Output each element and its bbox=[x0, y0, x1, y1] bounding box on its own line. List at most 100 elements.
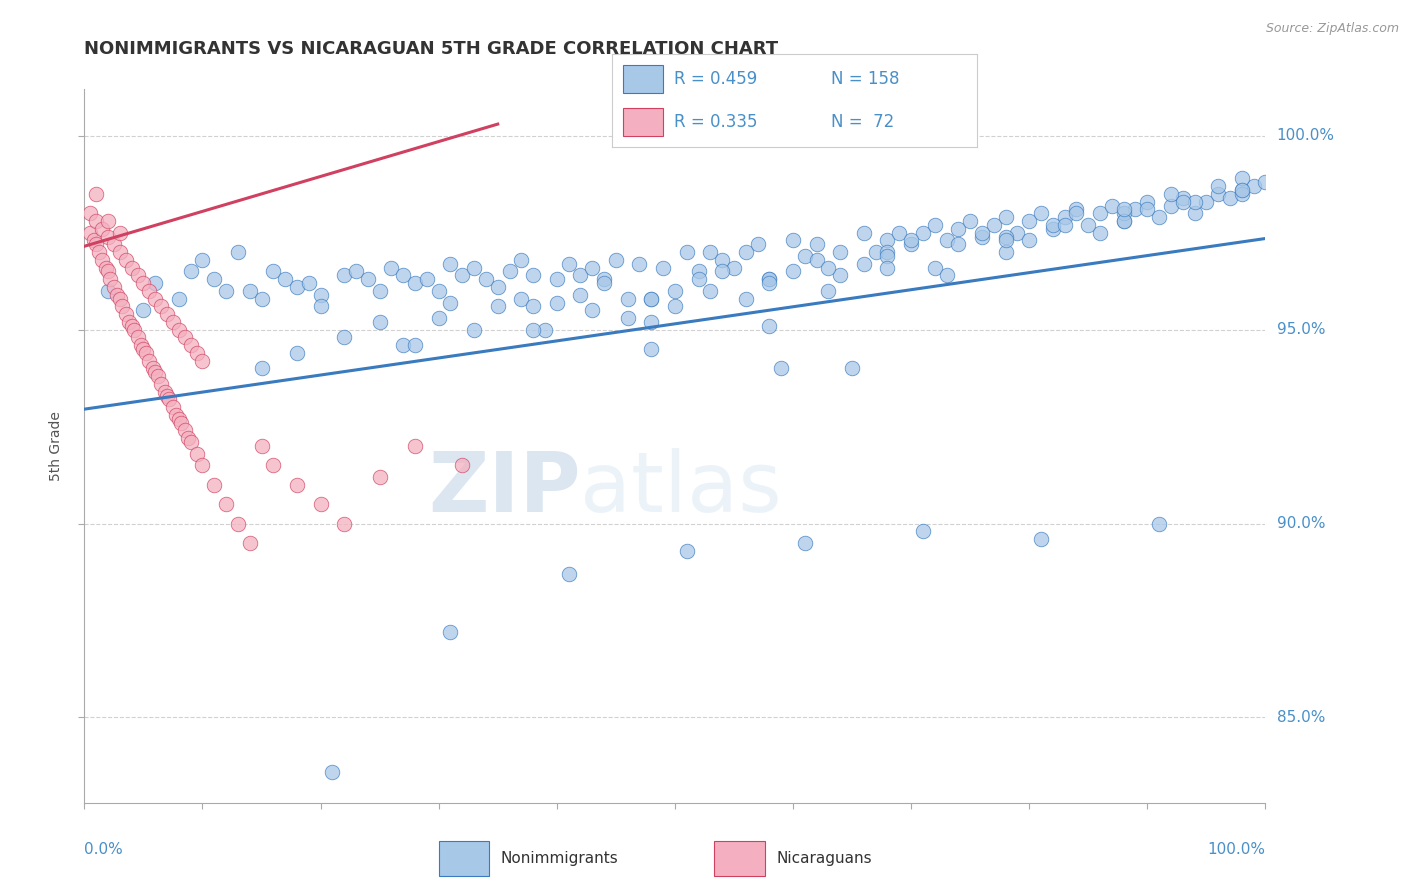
Point bbox=[994, 229, 1017, 244]
Point bbox=[605, 252, 627, 267]
Point bbox=[534, 323, 557, 337]
Point bbox=[817, 260, 839, 275]
Point bbox=[129, 338, 152, 352]
Point bbox=[1147, 210, 1170, 224]
Point bbox=[285, 477, 308, 491]
Point bbox=[250, 439, 273, 453]
Point bbox=[451, 268, 474, 283]
Point bbox=[138, 284, 160, 298]
Text: R = 0.335: R = 0.335 bbox=[673, 113, 758, 131]
Point bbox=[215, 497, 238, 511]
Point bbox=[298, 276, 321, 290]
Point bbox=[150, 299, 173, 313]
Point bbox=[1066, 202, 1088, 217]
Point bbox=[79, 206, 101, 220]
Point bbox=[1171, 191, 1194, 205]
Point bbox=[900, 237, 922, 252]
Point bbox=[132, 342, 155, 356]
Bar bbox=[623, 108, 662, 136]
Point bbox=[309, 497, 332, 511]
Point bbox=[156, 307, 179, 321]
Point bbox=[153, 384, 176, 399]
Point bbox=[1042, 222, 1064, 236]
Y-axis label: 5th Grade: 5th Grade bbox=[49, 411, 63, 481]
Point bbox=[924, 218, 946, 232]
Point bbox=[711, 252, 734, 267]
Point bbox=[1243, 179, 1265, 194]
Point bbox=[1066, 206, 1088, 220]
Point bbox=[392, 268, 415, 283]
Point bbox=[91, 222, 114, 236]
Point bbox=[1254, 175, 1277, 189]
Text: Source: ZipAtlas.com: Source: ZipAtlas.com bbox=[1265, 22, 1399, 36]
Point bbox=[121, 318, 143, 333]
Point bbox=[143, 276, 166, 290]
Point bbox=[723, 260, 745, 275]
Point bbox=[569, 268, 592, 283]
Point bbox=[1101, 198, 1123, 212]
Point bbox=[84, 237, 107, 252]
Point bbox=[959, 214, 981, 228]
Point bbox=[333, 516, 356, 531]
Point bbox=[924, 260, 946, 275]
Point bbox=[581, 260, 603, 275]
Point bbox=[427, 311, 450, 326]
Point bbox=[463, 323, 485, 337]
Point bbox=[841, 361, 863, 376]
Point bbox=[180, 264, 202, 278]
Point bbox=[830, 268, 852, 283]
Point bbox=[994, 210, 1017, 224]
Point bbox=[108, 245, 131, 260]
Point bbox=[135, 346, 157, 360]
Point bbox=[1136, 202, 1159, 217]
Point bbox=[97, 229, 120, 244]
Point bbox=[143, 292, 166, 306]
Point bbox=[1029, 206, 1052, 220]
Point bbox=[114, 307, 136, 321]
Point bbox=[97, 284, 120, 298]
Point bbox=[167, 412, 190, 426]
Point bbox=[239, 284, 262, 298]
Point bbox=[173, 330, 195, 344]
Point bbox=[911, 226, 934, 240]
Point bbox=[1184, 206, 1206, 220]
Point bbox=[1219, 191, 1241, 205]
Point bbox=[191, 353, 214, 368]
Point bbox=[1195, 194, 1218, 209]
Text: atlas: atlas bbox=[581, 449, 782, 529]
Point bbox=[1018, 234, 1040, 248]
Point bbox=[1042, 218, 1064, 232]
Point bbox=[439, 625, 461, 640]
Point bbox=[150, 376, 173, 391]
Point bbox=[640, 292, 662, 306]
Point bbox=[439, 295, 461, 310]
Point bbox=[79, 226, 101, 240]
Point bbox=[239, 536, 262, 550]
Point bbox=[107, 287, 129, 301]
Point bbox=[170, 416, 193, 430]
Point bbox=[1230, 186, 1253, 201]
Point bbox=[581, 303, 603, 318]
Point bbox=[557, 566, 579, 581]
Point bbox=[758, 272, 780, 286]
Point bbox=[688, 272, 710, 286]
Point bbox=[309, 287, 332, 301]
Point bbox=[451, 458, 474, 473]
Point bbox=[262, 264, 284, 278]
Point bbox=[994, 245, 1017, 260]
Point bbox=[675, 543, 697, 558]
Point bbox=[1112, 214, 1135, 228]
Point bbox=[250, 361, 273, 376]
Point bbox=[1112, 214, 1135, 228]
Point bbox=[1206, 179, 1229, 194]
Point bbox=[900, 234, 922, 248]
Point bbox=[782, 234, 804, 248]
Point bbox=[935, 234, 957, 248]
Point bbox=[486, 299, 509, 313]
Point bbox=[1160, 198, 1182, 212]
Point bbox=[593, 276, 616, 290]
Point bbox=[1230, 183, 1253, 197]
Point bbox=[1077, 218, 1099, 232]
Point bbox=[876, 245, 898, 260]
Point bbox=[166, 408, 188, 422]
